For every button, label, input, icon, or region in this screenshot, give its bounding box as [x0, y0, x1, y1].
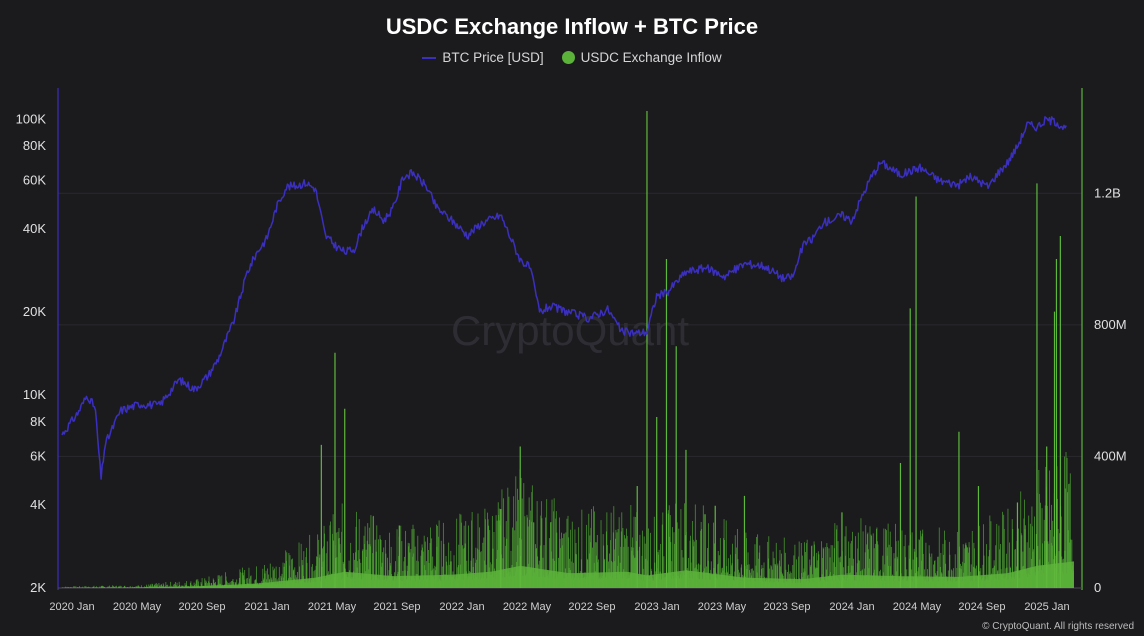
chart-title: USDC Exchange Inflow + BTC Price: [385, 14, 759, 39]
left-tick-label: 20K: [23, 304, 46, 319]
x-tick-label: 2025 Jan: [1024, 601, 1069, 613]
legend-item-usdc-inflow[interactable]: USDC Exchange Inflow: [561, 50, 722, 65]
x-tick-label: 2024 Sep: [958, 601, 1005, 613]
left-tick-label: 2K: [30, 580, 46, 595]
left-tick-label: 60K: [23, 173, 46, 188]
left-tick-label: 4K: [30, 497, 46, 512]
x-tick-label: 2023 Sep: [763, 601, 810, 613]
x-tick-label: 2020 Jan: [49, 601, 94, 613]
x-tick-label: 2023 Jan: [634, 601, 679, 613]
x-tick-label: 2021 Jan: [244, 601, 289, 613]
x-tick-label: 2020 May: [113, 601, 162, 613]
copyright-text: © CryptoQuant. All rights reserved: [982, 621, 1134, 632]
right-tick-label: 1.2B: [1094, 185, 1121, 200]
right-tick-label: 800M: [1094, 317, 1127, 332]
left-tick-label: 6K: [30, 448, 46, 463]
x-tick-label: 2024 Jan: [829, 601, 874, 613]
x-tick-label: 2021 Sep: [373, 601, 420, 613]
btc-price-line: [61, 116, 1067, 480]
x-tick-label: 2022 Sep: [568, 601, 615, 613]
x-tick-label: 2021 May: [308, 601, 357, 613]
left-tick-label: 10K: [23, 387, 46, 402]
x-tick-label: 2023 May: [698, 601, 747, 613]
left-tick-label: 8K: [30, 414, 46, 429]
x-tick-label: 2022 May: [503, 601, 552, 613]
right-tick-label: 400M: [1094, 448, 1127, 463]
right-tick-label: 0: [1094, 580, 1101, 595]
legend-item-btc-price[interactable]: BTC Price [USD]: [422, 50, 544, 65]
left-tick-label: 100K: [16, 111, 47, 126]
left-tick-label: 80K: [23, 138, 46, 153]
legend-label-usdc-inflow: USDC Exchange Inflow: [580, 50, 722, 65]
left-tick-label: 40K: [23, 221, 46, 236]
legend-label-btc-price: BTC Price [USD]: [442, 50, 544, 65]
legend: BTC Price [USD] USDC Exchange Inflow: [0, 50, 1144, 65]
legend-line-marker: [422, 56, 437, 59]
x-tick-label: 2020 Sep: [178, 601, 225, 613]
x-tick-label: 2024 May: [893, 601, 942, 613]
x-tick-label: 2022 Jan: [439, 601, 484, 613]
watermark: CryptoQuant: [451, 307, 689, 354]
legend-dot-marker: [561, 51, 575, 64]
inflow-area: [62, 561, 1074, 588]
